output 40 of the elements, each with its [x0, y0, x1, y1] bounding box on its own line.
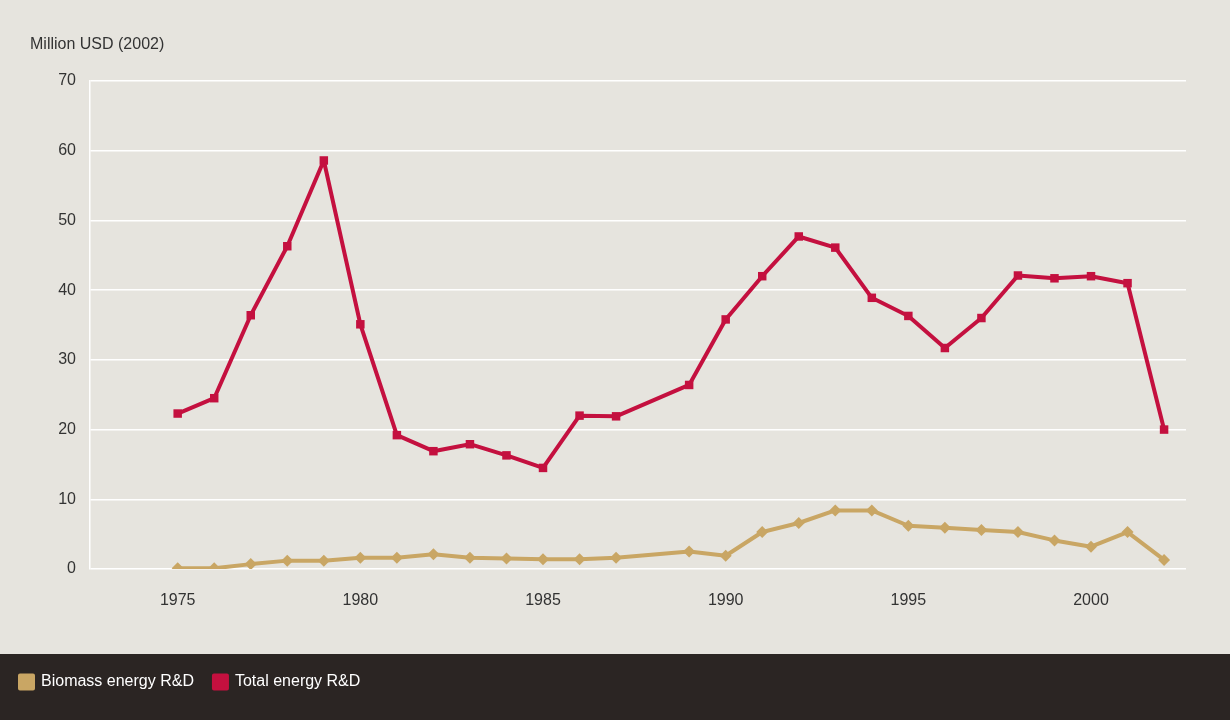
point — [904, 311, 913, 321]
point — [977, 313, 986, 323]
point — [756, 526, 769, 539]
y-tick-label: 40 — [58, 280, 77, 298]
point — [1158, 553, 1171, 566]
point — [173, 409, 182, 418]
point — [792, 516, 805, 529]
x-tick-label: 1985 — [525, 591, 561, 609]
point — [1123, 278, 1132, 288]
point — [794, 232, 803, 241]
legend-label: Total energy R&D — [234, 672, 361, 690]
y-tick-label: 30 — [58, 350, 77, 368]
y-tick-label: 20 — [58, 419, 77, 437]
point — [356, 320, 365, 329]
point — [429, 446, 438, 456]
y-axis-title: Million USD (2002) — [30, 35, 165, 53]
legend-label: Biomass energy R&D — [41, 672, 194, 690]
point — [502, 451, 511, 460]
y-tick-label: 10 — [58, 489, 77, 507]
y-tick-label: 60 — [58, 141, 77, 159]
point — [283, 241, 292, 251]
point — [319, 156, 329, 165]
x-tick-label: 1975 — [159, 591, 196, 609]
point — [575, 411, 584, 420]
point — [611, 412, 621, 421]
y-tick-label: 0 — [67, 559, 77, 577]
y-tick-label: 50 — [58, 210, 77, 228]
y-tick-label: 70 — [58, 71, 77, 89]
point — [1121, 526, 1134, 539]
point — [1050, 274, 1059, 283]
x-tick-label: 1995 — [890, 591, 927, 609]
point — [1048, 534, 1061, 547]
point — [1159, 425, 1169, 434]
x-tick-label: 2000 — [1073, 591, 1109, 609]
point — [1013, 271, 1023, 280]
x-tick-label: 1990 — [707, 591, 744, 609]
point — [831, 243, 840, 252]
point — [721, 315, 730, 324]
x-tick-label: 1980 — [342, 591, 379, 609]
point — [1085, 540, 1098, 553]
